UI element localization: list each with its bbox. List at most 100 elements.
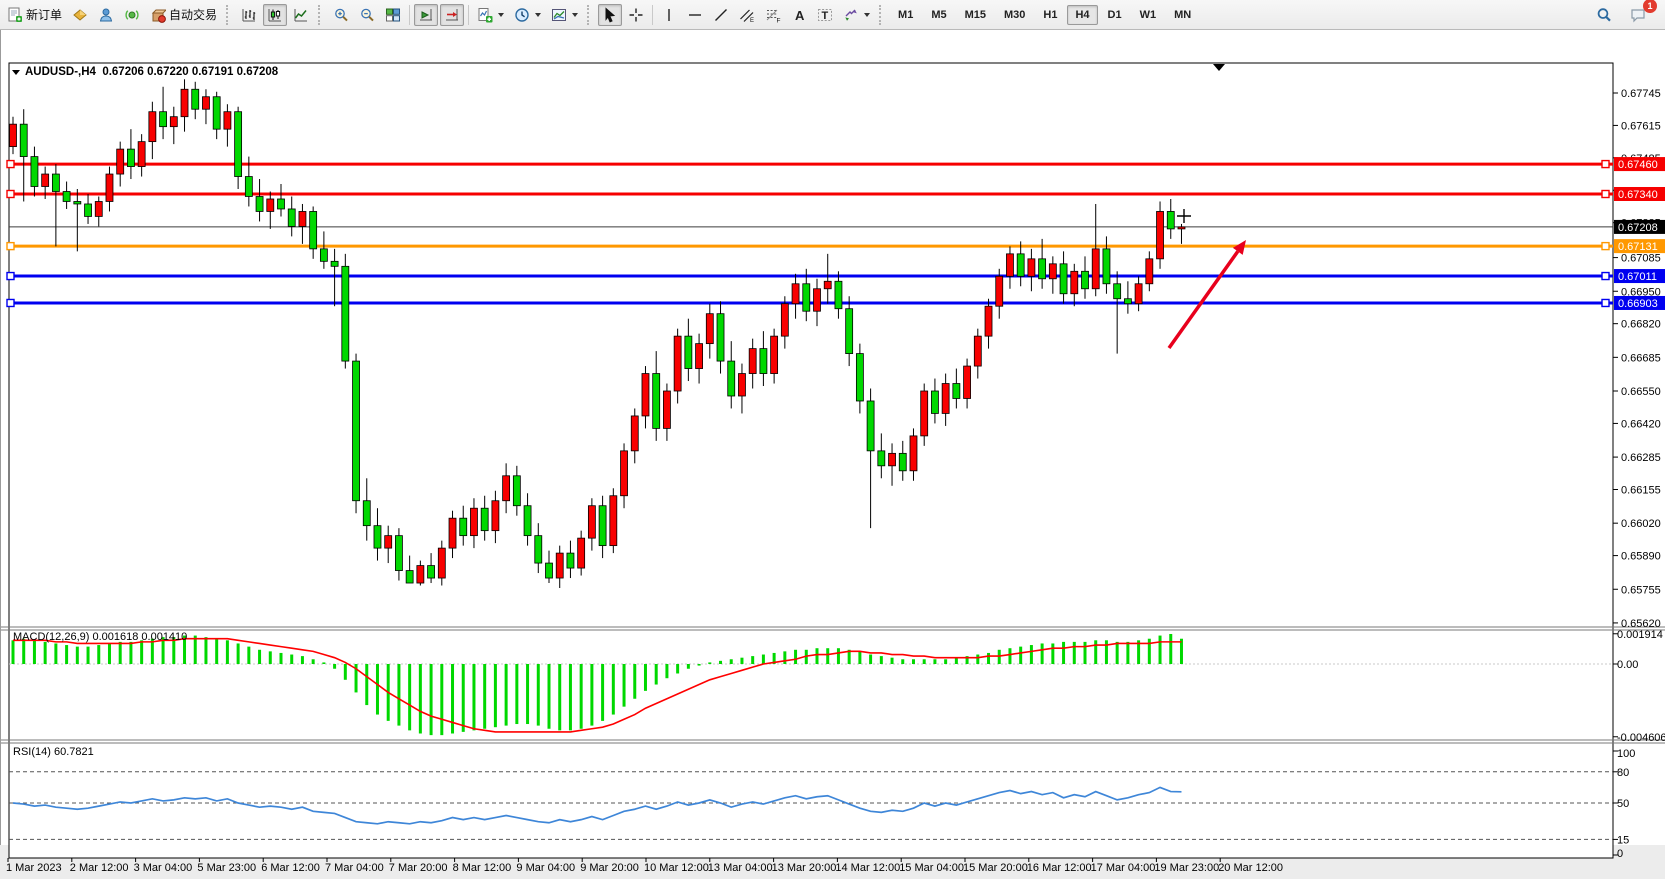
time-axis-label: 17 Mar 04:00 [1091,862,1156,874]
chart-menu-caret-icon[interactable] [12,70,20,75]
candle-body [73,201,82,205]
timeframe-button-h1[interactable]: H1 [1043,8,1058,21]
toolbar-grip[interactable] [226,4,233,25]
current-price-label-box [1614,219,1665,234]
arrow-annotation-line[interactable] [1167,250,1240,350]
rsi-axis-label: 0 [1617,848,1623,860]
toolbar-grip[interactable] [879,4,886,25]
timeframe-button-w1[interactable]: W1 [1139,8,1157,21]
toolbar-button-chart-shift[interactable] [414,3,439,26]
candle-body [84,203,92,217]
timeframe-button-m1[interactable]: M1 [898,8,914,21]
toolbar-button-indicators[interactable] [473,4,508,26]
timeframe-button-h4[interactable]: H4 [1067,4,1098,25]
candle-body [598,505,607,547]
price-tick-label: 0.67085 [1621,253,1661,265]
level-line-handle[interactable] [6,271,15,281]
candle-body [137,141,146,167]
toolbar-button-data-window[interactable] [94,4,118,26]
level-line-handle[interactable] [1601,241,1610,251]
level-line-handle[interactable] [6,159,15,169]
toolbar-button-horizontal-line[interactable] [683,4,707,26]
toolbar-grip[interactable] [587,4,594,25]
toolbar-button-market-watch[interactable] [68,4,92,26]
candle-body [1145,258,1154,285]
toolbar-button-periods[interactable] [510,4,545,26]
time-axis-label: 1 Mar 2023 [6,862,62,874]
toolbar-button-trend-line[interactable] [709,4,733,26]
chart-shift-marker-icon[interactable] [1213,64,1225,71]
candle-body [566,552,575,569]
level-line-handle[interactable] [1601,159,1610,169]
candle-body [609,495,618,547]
candle-body [652,373,661,429]
chart-plot-area[interactable]: 0.677450.676150.674850.673550.672250.670… [1,30,1665,879]
toolbar-grip[interactable] [318,4,325,25]
toolbar-button-text-label[interactable]: T [813,4,837,26]
candle-body [1166,211,1175,230]
toolbar-button-label: 自动交易 [169,8,218,22]
level-line-handle[interactable] [6,189,15,199]
toolbar-separator [409,4,411,25]
toolbar-button-news[interactable] [120,4,144,26]
notifications-button[interactable]: 1 [1626,0,1657,26]
time-axis-label: 9 Mar 04:00 [516,862,575,874]
timeframe-button-m30[interactable]: M30 [1004,8,1026,21]
toolbar-button-crosshair[interactable] [624,4,648,26]
candle-body [973,335,982,367]
candle-body [234,111,243,177]
candle-body [502,475,511,502]
toolbar-button-auto-trading[interactable]: 自动交易 [146,3,221,26]
toolbar-button-zoom-out[interactable] [355,4,379,26]
level-line-handle[interactable] [1601,298,1610,308]
time-axis-label: 6 Mar 12:00 [261,862,320,874]
candle-body [448,517,457,549]
candle-body [920,390,929,437]
toolbar-button-line-chart[interactable] [289,4,313,26]
candle-body [470,507,478,537]
candle-body [1081,270,1089,290]
toolbar-button-templates[interactable] [547,4,582,26]
price-level-label-box [1614,239,1665,254]
chart-window[interactable]: 0.677450.676150.674850.673550.672250.670… [0,30,1665,874]
toolbar-button-equidistant-channel[interactable]: E [735,4,759,26]
label-icon: T [818,8,833,22]
level-line-handle[interactable] [6,241,15,251]
gold-icon [73,8,87,21]
price-tick-label: 0.65755 [1621,584,1661,596]
search-button[interactable] [1592,4,1616,26]
toolbar-button-arrows[interactable] [839,4,874,26]
level-line-handle[interactable] [1601,271,1610,281]
time-axis-label: 14 Mar 12:00 [835,862,900,874]
toolbar-button-bar-chart[interactable] [237,4,261,26]
price-tick-label: 0.66820 [1621,319,1661,331]
price-level-label: 0.66903 [1618,298,1658,310]
timeframe-button-m5[interactable]: M5 [931,8,947,21]
time-axis-label: 20 Mar 12:00 [1218,862,1283,874]
candle-body [845,308,854,354]
toolbar-button-text[interactable]: A [787,4,811,26]
toolbar-button-cursor[interactable] [598,3,623,26]
toolbar-button-new-order[interactable]: 新订单 [3,3,66,26]
candle-body [298,211,307,227]
toolbar-button-tile-windows[interactable] [381,4,405,26]
timeframe-button-m15[interactable]: M15 [964,8,986,21]
candle-body [51,173,60,192]
clock-icon [515,7,529,22]
arrow-annotation-head[interactable] [1232,240,1246,255]
candle-body [94,201,103,217]
toolbar-button-fibonacci[interactable]: F [761,4,785,26]
toolbar-button-zoom-in[interactable] [329,4,353,26]
price-level-label-box [1614,186,1665,201]
toolbar-button-candlestick-chart[interactable] [263,3,288,26]
candle-body [780,303,789,337]
candle-body [319,248,328,262]
notification-badge: 1 [1643,0,1657,13]
timeframe-button-d1[interactable]: D1 [1107,8,1122,21]
timeframe-button-mn[interactable]: MN [1174,8,1192,21]
toolbar-button-auto-scroll[interactable] [440,3,465,26]
candle-body [909,435,918,472]
toolbar-button-vertical-line[interactable] [657,4,681,26]
level-line-handle[interactable] [1601,189,1610,199]
level-line-handle[interactable] [6,298,15,308]
